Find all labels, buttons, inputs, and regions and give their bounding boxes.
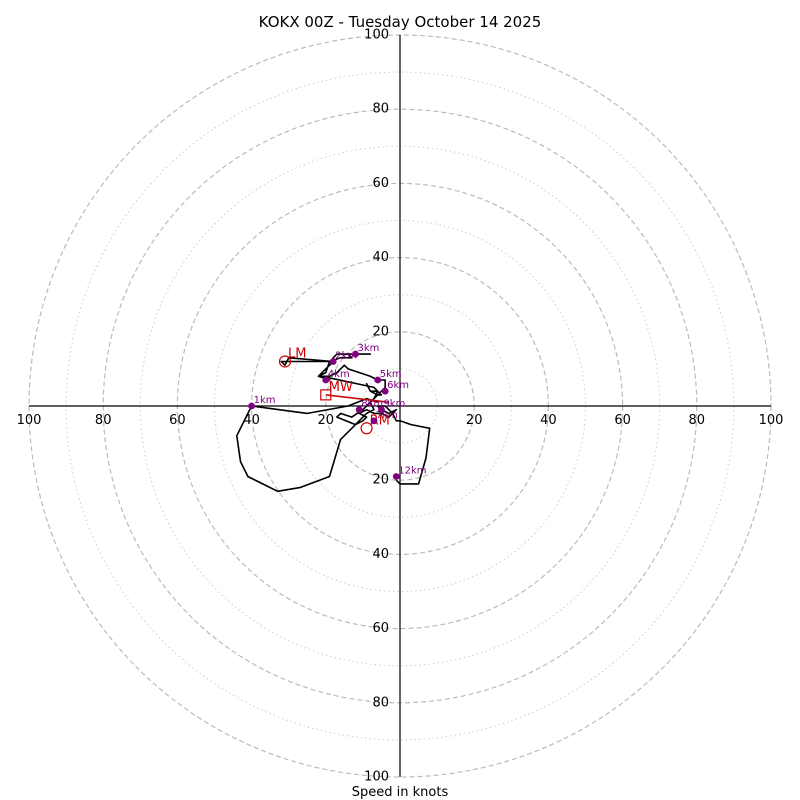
height-marker	[378, 406, 385, 414]
x-tick-label: 100	[17, 413, 42, 428]
height-marker	[392, 473, 400, 480]
x-tick-label: 20	[318, 413, 335, 428]
y-tick-label: 60	[372, 176, 389, 191]
height-marker-label: 2km	[335, 350, 357, 361]
x-tick-label: 80	[95, 413, 112, 428]
storm-motion-group: LM RM MW	[278, 346, 390, 435]
y-tick-label: 40	[372, 250, 389, 265]
x-tick-label: 60	[614, 413, 631, 428]
height-marker	[352, 350, 359, 358]
x-tick-label: 60	[169, 413, 186, 428]
y-tick-label: 20	[372, 473, 389, 488]
y-tick-label: 40	[372, 547, 389, 562]
x-tick-label: 100	[759, 413, 784, 428]
y-tick-label: 80	[372, 102, 389, 117]
height-marker	[374, 376, 382, 384]
height-marker	[329, 358, 337, 365]
x-tick-label: 40	[540, 413, 557, 428]
height-marker-label: 5km	[380, 369, 402, 380]
mean-wind-marker	[320, 389, 332, 401]
tick-labels: 20 20 20 20 40 40 40 40 60 60 60 60 80 80 80 80 100 100 10…	[17, 28, 784, 785]
chart-title: KOKX 00Z - Tuesday October 14 2025	[259, 13, 542, 31]
axes	[29, 35, 771, 777]
y-tick-label: 20	[372, 324, 389, 339]
storm-motion-marker	[278, 355, 292, 368]
height-marker	[355, 406, 363, 414]
height-marker-label: 8km	[361, 399, 383, 410]
shear-vector	[325, 394, 389, 404]
x-tick-label: 80	[689, 413, 706, 428]
height-marker-label: 4km	[328, 369, 350, 380]
storm-motion-label: MW	[329, 380, 353, 395]
height-marker	[248, 402, 256, 410]
height-marker	[322, 376, 330, 384]
height-marker-label: 12km	[398, 465, 426, 476]
storm-motion-marker	[360, 422, 373, 435]
height-marker-label: 1km	[254, 395, 276, 406]
height-marker-label: 7km	[376, 410, 398, 421]
y-tick-label: 80	[372, 695, 389, 710]
height-marker-label: 3km	[357, 343, 379, 354]
height-marker-label: 9km	[383, 399, 405, 410]
storm-motion-label: LM	[288, 346, 306, 361]
y-tick-label: 60	[372, 621, 389, 636]
x-tick-label: 40	[243, 413, 260, 428]
storm-motion-label: RM	[370, 413, 390, 428]
x-axis-label: Speed in knots	[352, 785, 449, 800]
height-marker	[370, 417, 378, 425]
y-tick-label: 100	[364, 28, 389, 43]
height-marker-label: 6km	[387, 380, 409, 391]
height-marker	[381, 387, 389, 395]
y-tick-label: 100	[364, 770, 389, 785]
x-tick-label: 20	[466, 413, 483, 428]
